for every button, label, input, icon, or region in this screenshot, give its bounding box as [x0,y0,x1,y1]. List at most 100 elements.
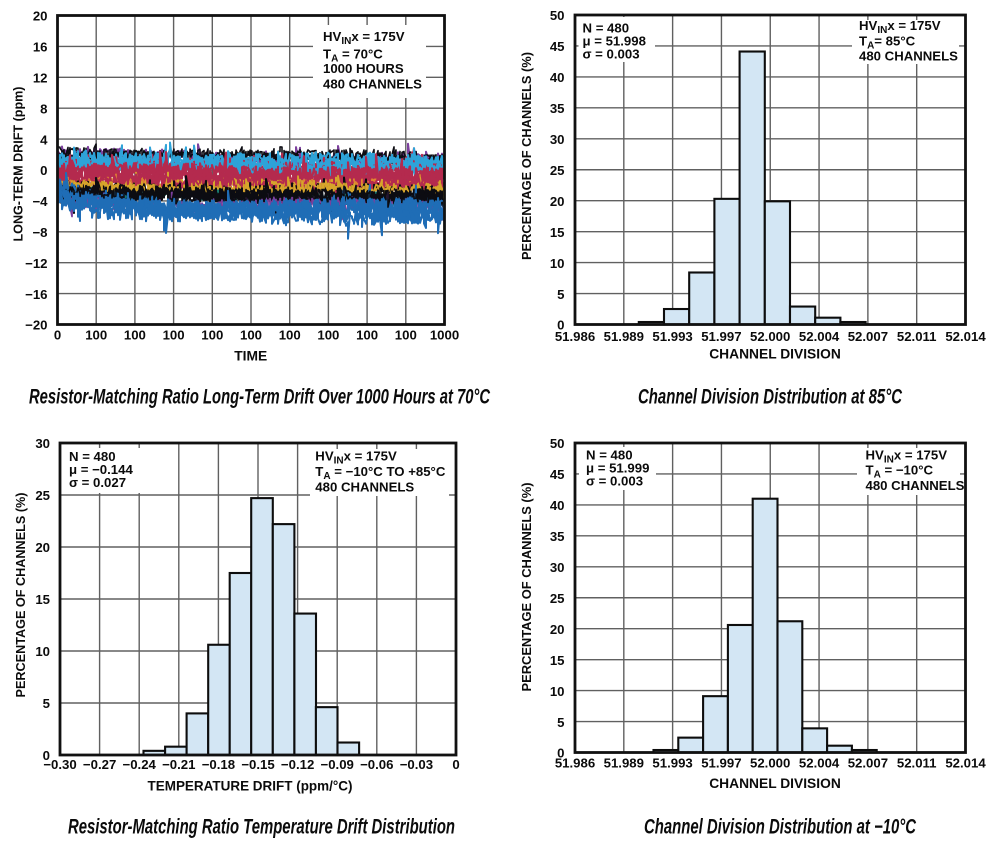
svg-text:30: 30 [550,560,565,575]
svg-text:Resistor-Matching Ratio Temper: Resistor-Matching Ratio Temperature Drif… [68,816,455,839]
svg-text:50: 50 [550,8,565,23]
svg-text:100: 100 [163,328,185,343]
svg-text:100: 100 [201,328,223,343]
svg-text:1000: 1000 [430,328,459,343]
svg-text:10: 10 [35,644,50,659]
svg-text:5: 5 [43,696,50,711]
svg-text:51.997: 51.997 [701,329,741,344]
svg-text:10: 10 [550,684,565,699]
svg-text:TEMPERATURE DRIFT (ppm/°C): TEMPERATURE DRIFT (ppm/°C) [148,779,353,794]
svg-text:45: 45 [550,467,565,482]
svg-text:8: 8 [40,101,47,116]
svg-text:1000 HOURS: 1000 HOURS [323,61,404,76]
svg-text:TA = −10°C: TA = −10°C [866,463,934,481]
svg-text:−0.12: −0.12 [281,757,314,772]
svg-text:Channel Division Distribution: Channel Division Distribution at −10°C [644,816,917,839]
svg-text:CHANNEL DIVISION: CHANNEL DIVISION [709,347,841,362]
svg-text:μ = 51.999: μ = 51.999 [586,461,649,476]
svg-text:Channel Division Distribution: Channel Division Distribution at 85°C [638,386,903,409]
svg-text:20: 20 [35,540,50,555]
svg-text:−0.09: −0.09 [321,757,354,772]
svg-text:51.986: 51.986 [555,329,595,344]
svg-text:51.986: 51.986 [555,756,595,771]
svg-text:0: 0 [54,328,61,343]
svg-text:−0.06: −0.06 [360,757,393,772]
svg-text:52.004: 52.004 [799,756,840,771]
svg-text:μ = 51.998: μ = 51.998 [583,34,646,49]
svg-text:52.011: 52.011 [897,756,937,771]
svg-text:100: 100 [240,328,262,343]
svg-text:100: 100 [395,328,417,343]
svg-text:16: 16 [33,40,48,55]
svg-text:30: 30 [550,132,565,147]
svg-text:480 CHANNELS: 480 CHANNELS [315,480,414,495]
svg-text:LONG-TERM DRIFT (ppm): LONG-TERM DRIFT (ppm) [11,87,26,242]
svg-text:100: 100 [356,328,378,343]
svg-text:51.993: 51.993 [652,756,692,771]
svg-text:40: 40 [550,70,565,85]
svg-text:μ = −0.144: μ = −0.144 [69,462,133,477]
svg-text:TA = 70°C: TA = 70°C [323,47,383,65]
svg-text:51.997: 51.997 [701,756,741,771]
svg-text:100: 100 [85,328,107,343]
svg-text:25: 25 [35,488,50,503]
svg-text:100: 100 [279,328,301,343]
svg-text:−12: −12 [25,256,47,271]
svg-text:480 CHANNELS: 480 CHANNELS [323,77,422,92]
svg-text:51.989: 51.989 [604,756,644,771]
svg-text:−0.03: −0.03 [400,757,433,772]
svg-text:−0.15: −0.15 [241,757,274,772]
svg-text:25: 25 [550,163,565,178]
svg-text:15: 15 [550,653,565,668]
svg-text:20: 20 [33,9,48,24]
svg-text:σ = 0.003: σ = 0.003 [583,47,640,62]
svg-text:N = 480: N = 480 [583,21,630,36]
svg-text:15: 15 [35,592,50,607]
svg-text:52.011: 52.011 [897,329,937,344]
svg-text:CHANNEL DIVISION: CHANNEL DIVISION [709,776,841,791]
svg-text:PERCENTAGE OF CHANNELS (%): PERCENTAGE OF CHANNELS (%) [519,483,534,692]
svg-text:51.993: 51.993 [652,329,692,344]
svg-text:52.000: 52.000 [750,756,790,771]
svg-text:N = 480: N = 480 [69,449,116,464]
svg-text:−0.21: −0.21 [162,757,195,772]
svg-text:0: 0 [557,318,564,333]
svg-text:5: 5 [557,715,564,730]
svg-text:σ = 0.003: σ = 0.003 [586,474,643,489]
svg-text:12: 12 [33,71,48,86]
svg-text:−16: −16 [25,287,47,302]
svg-text:−20: −20 [25,318,47,333]
svg-text:0: 0 [452,757,459,772]
svg-text:5: 5 [557,287,564,302]
svg-text:52.000: 52.000 [750,329,790,344]
svg-text:100: 100 [317,328,339,343]
svg-text:52.007: 52.007 [848,329,888,344]
svg-text:−8: −8 [32,225,47,240]
svg-text:−0.18: −0.18 [202,757,235,772]
svg-text:480 CHANNELS: 480 CHANNELS [859,49,958,64]
svg-text:−0.24: −0.24 [123,757,157,772]
svg-text:−4: −4 [32,194,48,209]
svg-text:0: 0 [40,163,47,178]
svg-text:Resistor-Matching Ratio Long-T: Resistor-Matching Ratio Long-Term Drift … [29,386,491,409]
svg-text:20: 20 [550,194,565,209]
svg-text:4: 4 [40,132,48,147]
svg-text:−0.30: −0.30 [43,757,76,772]
svg-text:51.989: 51.989 [604,329,644,344]
svg-text:20: 20 [550,622,565,637]
svg-text:25: 25 [550,591,565,606]
svg-text:0: 0 [43,748,50,763]
svg-text:480 CHANNELS: 480 CHANNELS [866,478,965,493]
svg-text:52.007: 52.007 [848,756,888,771]
svg-text:PERCENTAGE OF CHANNELS (%): PERCENTAGE OF CHANNELS (%) [519,52,534,260]
svg-text:50: 50 [550,436,565,451]
svg-text:10: 10 [550,256,565,271]
svg-text:N = 480: N = 480 [586,448,633,463]
svg-text:15: 15 [550,225,565,240]
svg-text:45: 45 [550,39,565,54]
svg-text:−0.27: −0.27 [83,757,116,772]
svg-text:100: 100 [124,328,146,343]
svg-text:PERCENTAGE OF CHANNELS (%): PERCENTAGE OF CHANNELS (%) [13,493,28,698]
svg-text:40: 40 [550,498,565,513]
svg-text:52.014: 52.014 [945,329,986,344]
